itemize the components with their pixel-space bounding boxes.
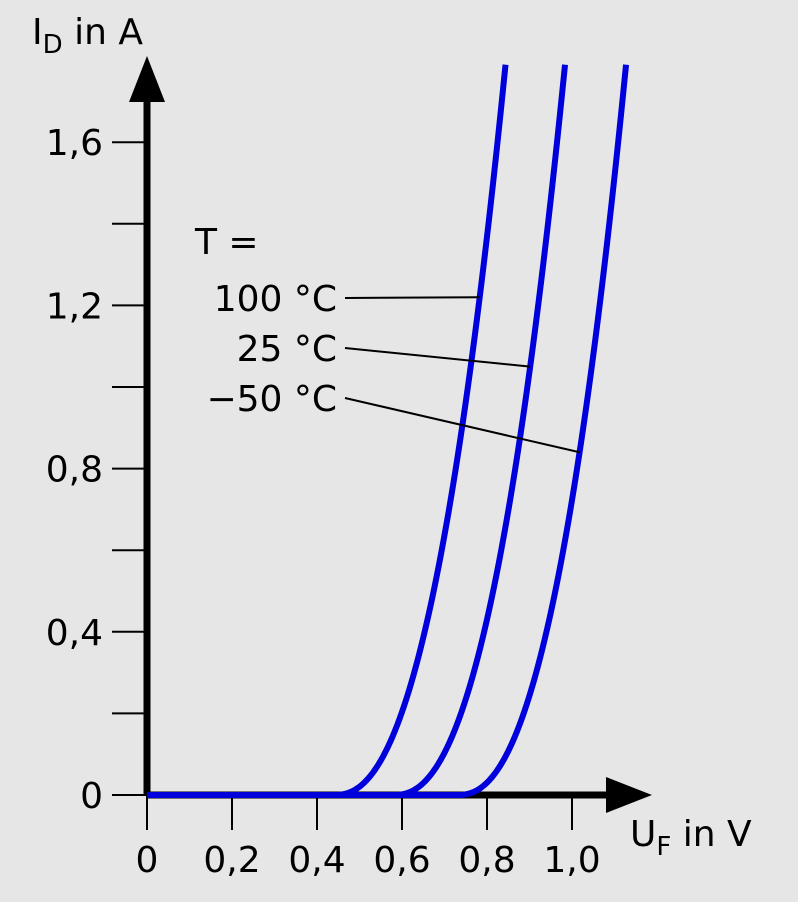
x-tick-label: 0,6 — [373, 840, 430, 881]
x-tick-label: 0,2 — [203, 840, 260, 881]
series-line-1 — [147, 64, 568, 798]
x-axis-arrow — [606, 777, 652, 813]
series-label-0: 100 °C — [214, 279, 337, 320]
axis-ticks: 0 0,4 0,8 1,2 1,6 0 0,2 0,4 0,6 0,8 1,0 — [46, 123, 601, 881]
series-line-2 — [147, 64, 630, 798]
series-label-1: 25 °C — [237, 329, 337, 370]
y-axis-arrow — [129, 56, 165, 102]
series-leader-line-0 — [344, 296, 480, 299]
series-annotations: T = 100 °C 25 °C −50 °C — [194, 222, 580, 454]
x-tick-label: 0 — [136, 840, 159, 881]
y-tick-label: 0,4 — [46, 613, 103, 654]
x-tick-label: 0,8 — [458, 840, 515, 881]
series-line-0 — [147, 64, 509, 798]
y-axis-title-unit: in A — [63, 12, 144, 53]
x-tick-label: 1,0 — [543, 840, 600, 881]
y-tick-label: 0,8 — [46, 450, 103, 491]
series-curves — [147, 64, 630, 798]
series-leader-line-2 — [344, 397, 580, 454]
series-leader-line-1 — [344, 347, 531, 368]
series-label-2: −50 °C — [206, 379, 337, 420]
y-tick-label: 1,6 — [46, 123, 103, 164]
x-axis-title-main: U — [630, 814, 656, 855]
x-tick-label: 0,4 — [288, 840, 345, 881]
y-tick-label: 1,2 — [46, 286, 103, 327]
y-tick-label: 0 — [80, 776, 103, 817]
annotation-header: T = — [194, 222, 259, 263]
x-axis-title-subscript: F — [656, 832, 671, 862]
y-axis-title: ID in A — [32, 12, 143, 60]
x-axis-title: UF in V — [630, 814, 752, 862]
y-axis-title-main: I — [32, 12, 43, 53]
x-axis-title-unit: in V — [671, 814, 752, 855]
y-axis-title-subscript: D — [43, 30, 63, 60]
